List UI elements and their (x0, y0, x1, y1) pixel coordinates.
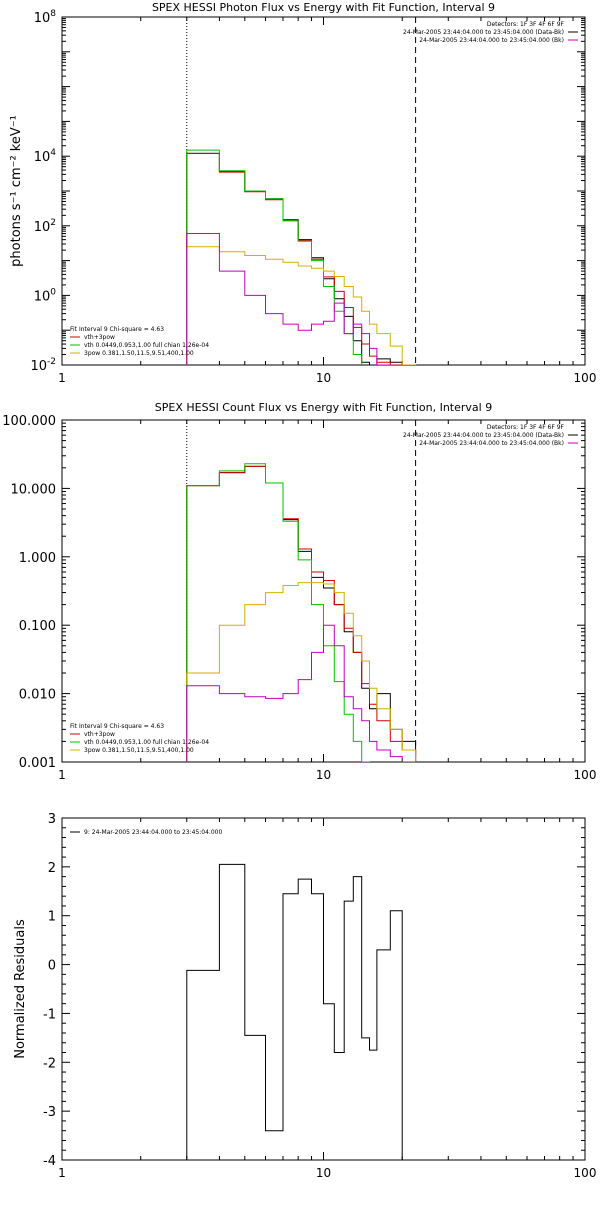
y-tick-label: 102 (34, 218, 56, 235)
series-group (186, 149, 417, 365)
y-tick-label: 1 (48, 910, 56, 925)
legend: Fit Interval 9 Chi-square = 4.63vth+3pow… (70, 723, 209, 754)
x-tick-label: 10 (316, 1166, 331, 1180)
legend-label: vth 0.0449,0.953,1.00 full chian 1.26e-0… (84, 342, 209, 349)
header-line: 24-Mar-2005 23:44:04.000 to 23:45:04.000… (403, 432, 564, 439)
series-line-3 (186, 149, 363, 365)
x-axis: 1 10 100 (58, 420, 596, 782)
x-tick-label: 10 (316, 768, 331, 782)
chart-title: SPEX HESSI Photon Flux vs Energy with Fi… (152, 1, 495, 14)
x-tick-label: 100 (574, 371, 597, 385)
legend: 9: 24-Mar-2005 23:44:04.000 to 23:45:04.… (70, 829, 222, 836)
legend-label: 3pow 0.381,1.50,11.5,9.51,400,1.00 (84, 350, 194, 357)
x-tick-label: 1 (58, 768, 66, 782)
y-tick-label: -2 (43, 1056, 56, 1071)
y-tick-base: 10 (34, 150, 51, 165)
legend-label: vth+3pow (84, 334, 115, 341)
series-line-3 (186, 463, 370, 762)
header-line: Detectors: 1F 3F 4F 6F 9F (487, 21, 565, 28)
legend-label: Fit Interval 9 Chi-square = 4.63 (70, 326, 164, 333)
series-line-1 (186, 465, 417, 762)
series-line-5 (186, 233, 391, 365)
chart-panel-1: SPEX HESSI Photon Flux vs Energy with Fi… (9, 1, 596, 385)
series-line-2 (186, 465, 417, 762)
y-tick-label: 100 (34, 287, 57, 304)
y-axis: 0.001 0.010 0.100 1.000 10.000 100.000 (2, 414, 585, 771)
y-tick-label: 0.010 (19, 688, 56, 703)
x-axis: 1 10 100 (58, 17, 596, 385)
y-tick-label: 0.100 (19, 619, 56, 634)
y-tick-base: 10 (34, 289, 51, 304)
series-line-2 (186, 152, 417, 365)
y-tick-label: -1 (43, 1007, 56, 1022)
y-axis: -4 -3 -2 -1 0 1 2 3 (43, 812, 585, 1169)
chart-panel-3: 1 10 100 -4 -3 -2 -1 0 1 2 3 Normalized Residuals 9:… (13, 812, 596, 1180)
x-tick-label: 10 (316, 371, 331, 385)
x-tick-label: 100 (574, 768, 597, 782)
y-tick-label: 108 (34, 9, 57, 26)
plot-frame (61, 16, 586, 366)
header-line: Detectors: 1F 3F 4F 6F 9F (487, 424, 565, 431)
y-axis-label: Normalized Residuals (13, 919, 28, 1059)
y-tick-exponent: 0 (50, 287, 56, 297)
series-line-1 (186, 863, 403, 1160)
y-tick-exponent: 8 (50, 9, 56, 19)
series-group (186, 463, 417, 762)
x-tick-label: 1 (58, 1166, 66, 1180)
y-tick-label: 10-2 (30, 357, 56, 374)
legend-label: 3pow 0.381,1.50,11.5,9.51,400,1.00 (84, 747, 194, 754)
y-tick-label: 104 (34, 148, 57, 165)
y-tick-label: 100.000 (2, 414, 56, 429)
legend-label: vth+3pow (84, 731, 115, 738)
x-tick-label: 1 (58, 371, 66, 385)
plot-frame (61, 419, 586, 763)
series-line-1 (186, 152, 417, 365)
y-axis-label: photons s⁻¹ cm⁻² keV⁻¹ (9, 115, 24, 267)
x-tick-label: 100 (574, 1166, 597, 1180)
y-tick-label: 10.000 (11, 482, 57, 497)
y-tick-base: 10 (34, 11, 51, 26)
header-line: 24-Mar-2005 23:44:04.000 to 23:45:04.000… (403, 29, 564, 36)
y-tick-label: 3 (48, 812, 56, 827)
y-tick-exponent: -2 (47, 357, 56, 367)
y-tick-base: 10 (30, 359, 47, 374)
series-line-5 (186, 624, 417, 762)
y-tick-label: 0.001 (19, 756, 56, 771)
series-group (186, 863, 403, 1160)
header-line: 24-Mar-2005 23:44:04.000 to 23:45:04.000… (419, 37, 564, 44)
y-tick-label: 0 (48, 959, 56, 974)
y-tick-label: 1.000 (19, 551, 56, 566)
series-line-4 (186, 582, 417, 762)
header-line: 24-Mar-2005 23:44:04.000 to 23:45:04.000… (419, 440, 564, 447)
chart-panel-2: SPEX HESSI Count Flux vs Energy with Fit… (2, 401, 596, 782)
series-line-4 (186, 246, 417, 365)
x-axis: 1 10 100 (58, 818, 596, 1180)
y-tick-label: -3 (43, 1105, 56, 1120)
y-tick-base: 10 (34, 220, 51, 235)
chart-title: SPEX HESSI Count Flux vs Energy with Fit… (155, 401, 492, 414)
legend-label: Fit Interval 9 Chi-square = 4.63 (70, 723, 164, 730)
legend: Fit Interval 9 Chi-square = 4.63vth+3pow… (70, 326, 209, 357)
legend-label: vth 0.0449,0.953,1.00 full chian 1.26e-0… (84, 739, 209, 746)
y-tick-exponent: 2 (50, 218, 56, 228)
y-tick-label: 2 (48, 861, 56, 876)
y-tick-label: -4 (43, 1154, 56, 1169)
y-tick-exponent: 4 (50, 148, 56, 158)
legend-label: 9: 24-Mar-2005 23:44:04.000 to 23:45:04.… (84, 829, 222, 836)
